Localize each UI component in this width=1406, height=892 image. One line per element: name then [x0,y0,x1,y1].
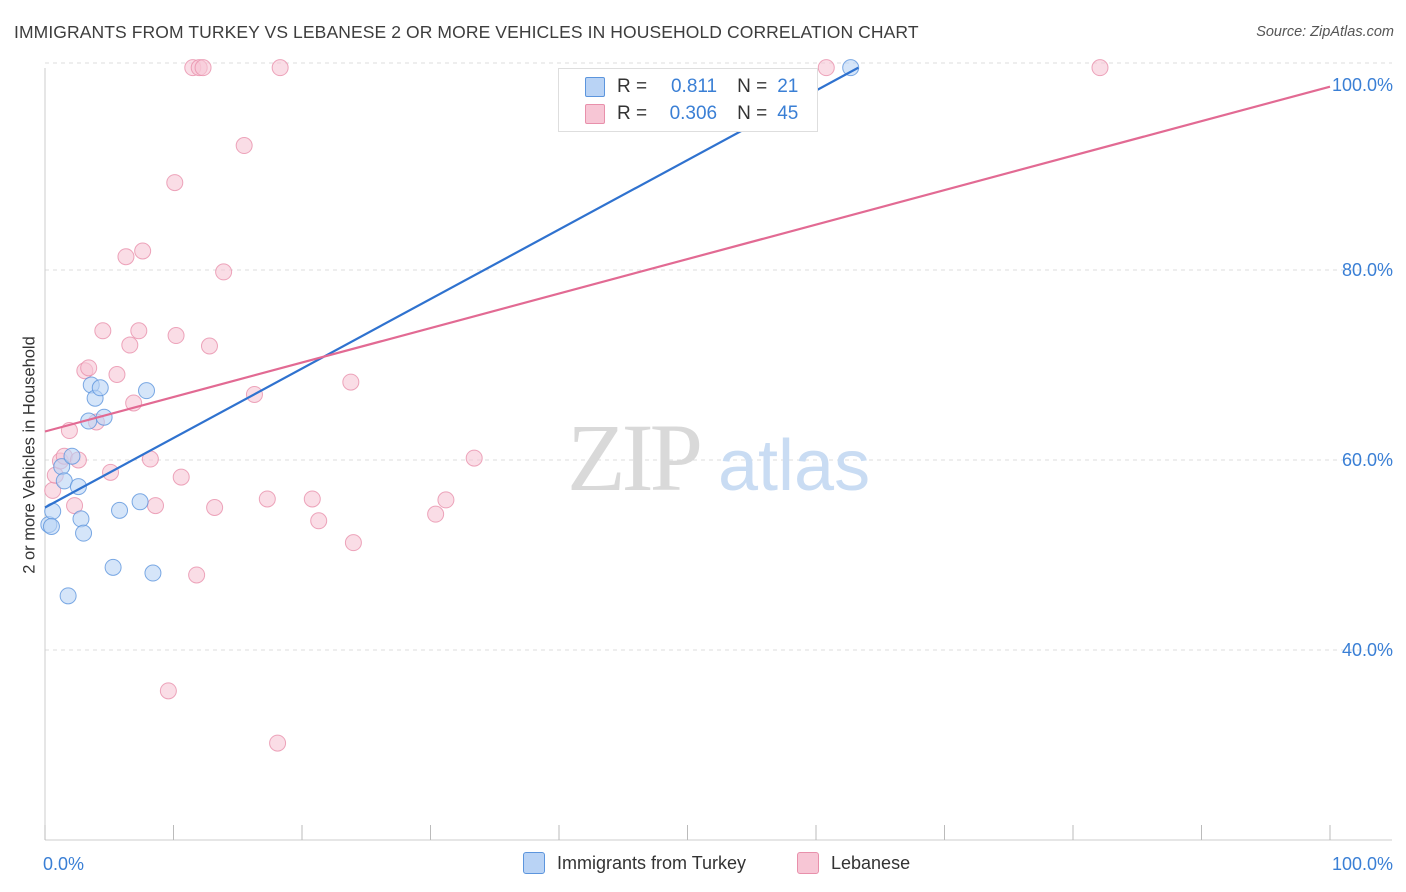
x-tick-label: 0.0% [43,854,84,874]
lebanese-point [80,359,98,377]
turkey-point [91,379,109,397]
grid [45,62,1392,651]
y-tick-label: 40.0% [1342,640,1393,660]
lebanese-point [342,373,360,391]
legend-n-label: N = [737,103,768,124]
turkey-point [138,382,156,400]
legend-n-value-lebanese: 45 [777,103,799,124]
lebanese-point [167,327,185,345]
stats-legend: R = 0.811 N = 21 R = 0.306 N = 45 [558,68,818,132]
legend-r-label: R = [617,76,648,97]
legend-r-value-lebanese: 0.306 [669,103,718,124]
lebanese-point [159,682,177,700]
lebanese-point [427,505,445,523]
lebanese-point [310,512,328,530]
axes [44,68,1392,841]
series-legend-label-turkey: Immigrants from Turkey [557,852,747,873]
lebanese-point [166,174,184,192]
lebanese-point [94,322,112,340]
turkey-point [75,524,93,542]
series-turkey [40,59,860,605]
lebanese-point [344,534,362,552]
turkey-point [144,564,162,582]
series-legend-swatch-turkey [523,852,545,874]
lebanese-point [130,322,148,340]
x-tick-label: 100.0% [1332,854,1393,874]
lebanese-point [108,366,126,383]
lebanese-point [465,449,483,467]
lebanese-point [437,491,455,509]
lebanese-point [134,242,152,260]
series-legend-label-lebanese: Lebanese [831,852,911,873]
lebanese-point [215,263,233,281]
trend-lines [44,66,1331,509]
legend-r-value-turkey: 0.811 [670,76,718,97]
turkey-point [63,447,81,465]
y-axis-label: 2 or more Vehicles in Household [20,336,39,574]
turkey-point [72,510,90,528]
y-tick-label: 100.0% [1332,75,1393,95]
lebanese-point [172,468,190,486]
y-tick-label: 60.0% [1342,450,1393,470]
legend-swatch-lebanese [585,104,605,124]
lebanese-point [147,497,165,515]
legend-row-lebanese: R = 0.306 N = 45 [585,100,798,128]
lebanese-point [271,59,289,77]
turkey-point [55,472,73,490]
lebanese-point [200,337,218,355]
legend-row-turkey: R = 0.811 N = 21 [585,73,798,101]
lebanese-point [117,248,135,266]
lebanese-point [303,490,321,508]
lebanese-point [235,137,253,155]
turkey-point [131,493,149,511]
series-legend-turkey[interactable]: Immigrants from Turkey [523,852,746,874]
turkey-point [59,587,77,605]
series-legend-lebanese[interactable]: Lebanese [797,852,910,874]
turkey-point [42,518,60,535]
lebanese-trend-line [44,85,1331,433]
lebanese-point [206,499,224,516]
legend-n-label: N = [737,76,768,97]
source-label: Source: ZipAtlas.com [1256,24,1394,40]
legend-r-label: R = [617,103,648,124]
watermark-zip: ZIP [567,404,700,511]
watermark: ZIP atlas [567,404,870,511]
lebanese-point [188,566,206,584]
turkey-point [842,59,860,77]
legend-n-value-turkey: 21 [777,76,799,97]
lebanese-point [258,490,276,508]
lebanese-point [121,336,139,354]
y-tick-label: 80.0% [1342,260,1393,280]
watermark-atlas: atlas [718,426,870,506]
lebanese-point [1091,59,1109,77]
turkey-point [111,501,129,519]
chart-title: IMMIGRANTS FROM TURKEY VS LEBANESE 2 OR … [14,22,919,42]
series-legend-swatch-lebanese [797,852,819,874]
turkey-point [104,558,122,576]
turkey-trend-line [44,66,859,509]
tick-labels: 100.0% 80.0% 60.0% 40.0% 0.0% 100.0% [43,75,1393,874]
series-legend: Immigrants from Turkey Lebanese [0,852,1406,878]
lebanese-point [194,59,212,77]
lebanese-point [269,734,287,752]
legend-swatch-turkey [585,77,605,97]
lebanese-point [817,59,835,77]
